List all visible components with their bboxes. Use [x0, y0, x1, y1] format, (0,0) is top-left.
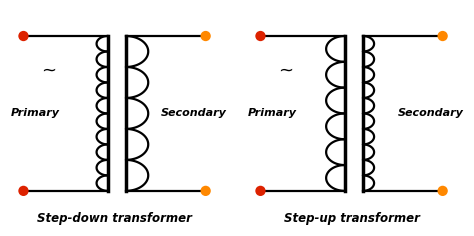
Text: ~: ~	[278, 61, 293, 79]
Point	[20, 189, 27, 193]
Text: Step-up transformer: Step-up transformer	[283, 212, 419, 225]
Point	[20, 34, 27, 38]
Text: Secondary: Secondary	[161, 109, 227, 118]
Text: Secondary: Secondary	[398, 109, 464, 118]
Text: Step-down transformer: Step-down transformer	[37, 212, 192, 225]
Point	[202, 189, 210, 193]
Point	[439, 34, 447, 38]
Text: Primary: Primary	[10, 109, 59, 118]
Point	[257, 34, 264, 38]
Point	[202, 34, 210, 38]
Point	[439, 189, 447, 193]
Text: ~: ~	[41, 61, 56, 79]
Point	[257, 189, 264, 193]
Text: Primary: Primary	[247, 109, 296, 118]
